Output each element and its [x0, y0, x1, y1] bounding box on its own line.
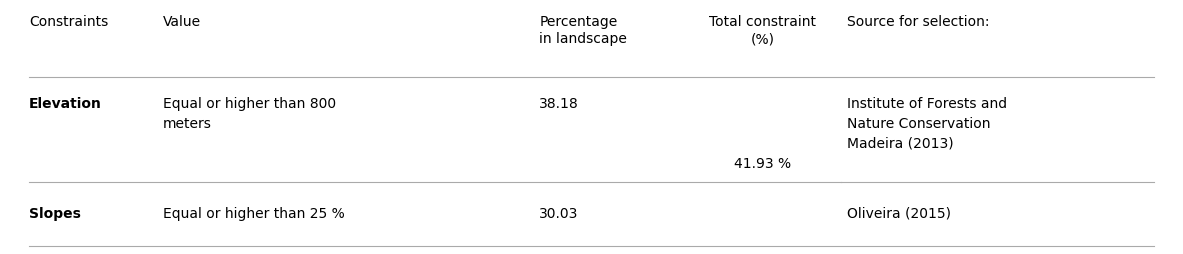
Text: 38.18: 38.18	[539, 97, 580, 111]
Text: Total constraint
(%): Total constraint (%)	[709, 15, 816, 46]
Text: Oliveira (2015): Oliveira (2015)	[847, 207, 951, 221]
Text: 41.93 %: 41.93 %	[733, 157, 791, 171]
Text: Percentage
in landscape: Percentage in landscape	[539, 15, 627, 46]
Text: Constraints: Constraints	[30, 15, 109, 29]
Text: Source for selection:: Source for selection:	[847, 15, 989, 29]
Text: Institute of Forests and
Nature Conservation
Madeira (2013): Institute of Forests and Nature Conserva…	[847, 97, 1007, 150]
Text: 30.03: 30.03	[539, 207, 578, 221]
Text: Elevation: Elevation	[30, 97, 102, 111]
Text: Equal or higher than 25 %: Equal or higher than 25 %	[162, 207, 344, 221]
Text: Equal or higher than 800
meters: Equal or higher than 800 meters	[162, 97, 336, 131]
Text: Slopes: Slopes	[30, 207, 82, 221]
Text: Value: Value	[162, 15, 201, 29]
